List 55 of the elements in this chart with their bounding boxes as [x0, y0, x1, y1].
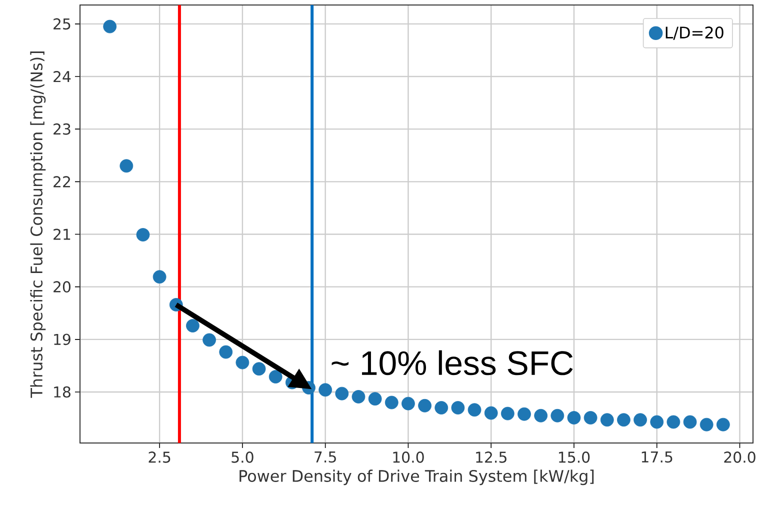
point — [666, 415, 680, 429]
point — [352, 390, 366, 404]
point — [335, 386, 349, 400]
point — [186, 319, 200, 332]
x-tick-label: 10.0 — [393, 452, 424, 463]
point — [268, 370, 282, 384]
x-tick-label: 7.5 — [314, 452, 336, 463]
point — [434, 401, 448, 414]
point — [484, 406, 498, 420]
point — [318, 383, 332, 397]
point — [468, 403, 482, 417]
point — [120, 159, 134, 173]
point — [236, 356, 250, 370]
point — [402, 396, 415, 410]
point — [550, 408, 564, 422]
y-tick-label: 24 — [54, 70, 71, 82]
point — [617, 413, 630, 427]
x-tick-label: 17.5 — [642, 452, 672, 463]
point — [716, 418, 730, 432]
point — [500, 406, 514, 420]
y-tick-label: 25 — [54, 18, 70, 30]
point — [600, 413, 614, 427]
y-tick-label: 19 — [54, 334, 70, 346]
annotation: ~ 10% less SFC — [332, 350, 573, 376]
point — [683, 415, 697, 429]
x-tick-label: 12.5 — [476, 452, 506, 463]
point — [202, 333, 216, 347]
x-axis-title: Power Density of Drive Train System [kW/kg] — [240, 470, 594, 486]
point — [567, 411, 581, 424]
x-tick-label: 2.5 — [148, 452, 170, 463]
point — [136, 228, 150, 242]
point — [252, 362, 266, 376]
y-tick-label: 20 — [54, 281, 70, 292]
y-tick-label: 18 — [54, 386, 70, 398]
point — [584, 411, 598, 424]
point — [368, 392, 382, 406]
legend-label: L/D=20 — [666, 26, 724, 40]
point — [451, 401, 465, 414]
point — [518, 407, 531, 421]
point — [152, 270, 166, 284]
y-axis-title: Thrust Specific Fuel Consumption [mg/(Ns)] — [30, 52, 46, 398]
point — [384, 396, 398, 410]
point — [103, 20, 117, 34]
x-tick-label: 5.0 — [232, 452, 254, 463]
point — [700, 418, 714, 432]
y-tick-label: 21 — [54, 228, 70, 240]
x-tick-label: 20.0 — [724, 452, 756, 463]
point — [634, 413, 647, 427]
y-tick-label: 22 — [54, 176, 70, 188]
point — [534, 408, 548, 422]
y-tick-label: 23 — [54, 123, 70, 135]
point — [219, 345, 233, 359]
point — [418, 398, 432, 412]
x-tick-label: 15.0 — [558, 452, 590, 463]
point — [650, 415, 664, 429]
